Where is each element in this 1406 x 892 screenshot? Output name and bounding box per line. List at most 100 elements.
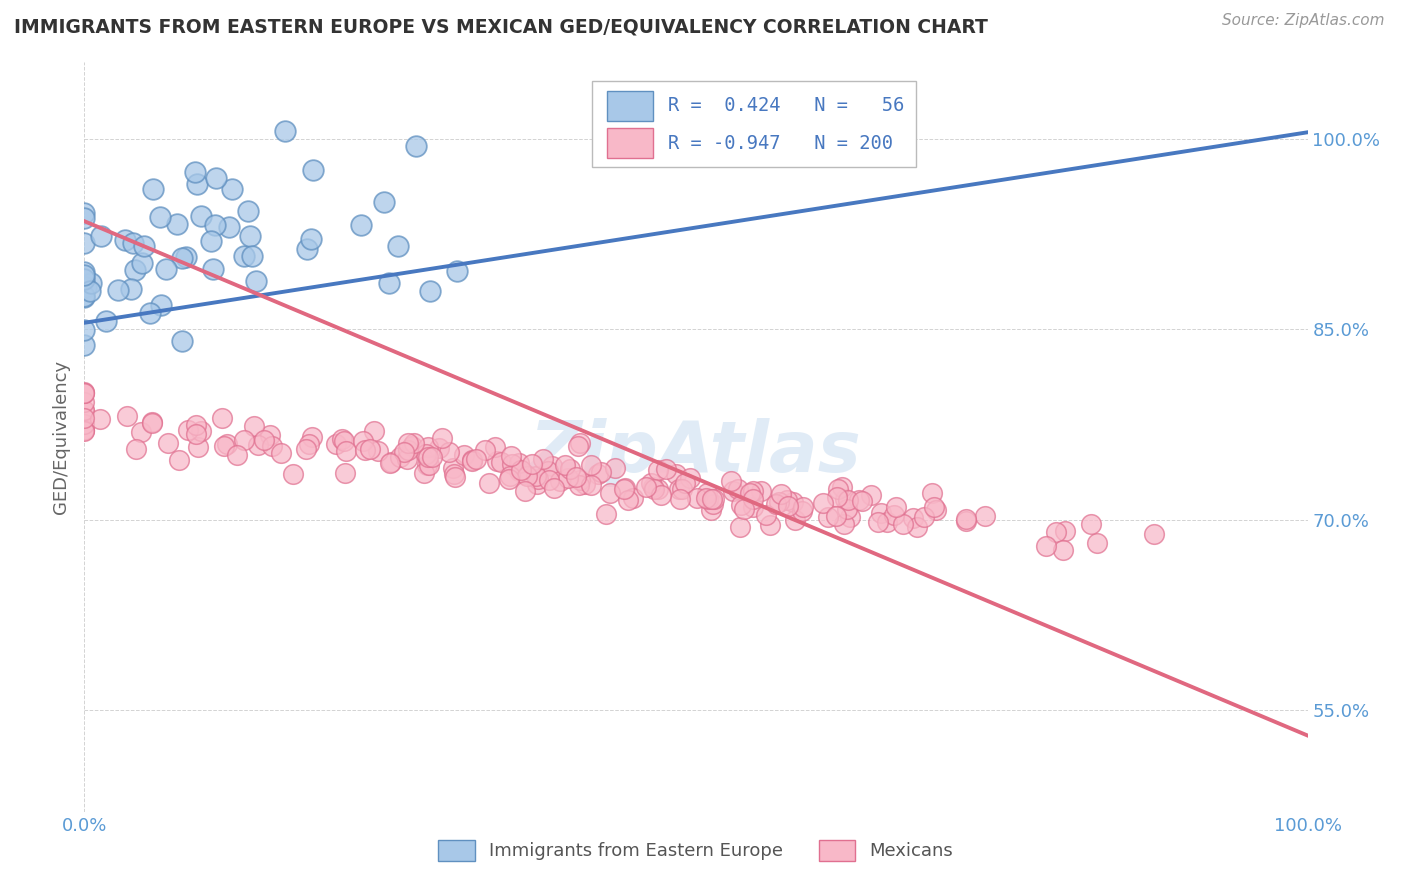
Point [834,491,856,506]
Point [419,284,441,298]
Point [253,433,276,447]
Point [325,437,347,451]
Point [239,229,262,244]
Point [298,436,321,450]
Point [363,424,385,438]
Point [186,177,208,191]
Point [759,517,782,532]
Point [526,477,548,491]
Point [696,491,718,506]
Point [1035,540,1057,554]
Point [155,262,177,277]
Point [643,481,665,495]
Point [333,434,356,448]
Legend: Immigrants from Eastern Europe, Mexicans: Immigrants from Eastern Europe, Mexicans [432,832,960,868]
Point [647,482,669,496]
Point [792,500,814,514]
Point [955,511,977,525]
Point [508,464,530,478]
Point [430,431,453,445]
Point [671,482,693,496]
Point [73,403,96,417]
Point [537,464,560,478]
Point [125,442,148,456]
Point [673,476,696,491]
Point [413,467,436,481]
Point [921,486,943,500]
Point [389,450,412,465]
Point [749,484,772,499]
Point [565,470,588,484]
Point [621,491,644,505]
Point [831,480,853,494]
Point [204,170,226,185]
Point [120,282,142,296]
Point [73,411,96,425]
Point [776,499,799,513]
Point [883,508,905,522]
Point [568,478,591,492]
Point [643,483,665,497]
Point [174,250,197,264]
Point [387,239,409,253]
Point [302,163,325,178]
Point [73,322,96,336]
Point [825,509,848,524]
Point [868,515,890,529]
Point [443,467,465,482]
Point [478,475,501,490]
Point [330,432,353,446]
Point [912,510,935,524]
Point [548,475,571,489]
Point [79,284,101,298]
Point [352,434,374,448]
Point [233,249,256,263]
Point [177,423,200,437]
Point [141,416,163,430]
Point [832,517,855,532]
Point [295,442,318,456]
Point [73,423,96,437]
Point [501,458,523,472]
Point [301,430,323,444]
Text: IMMIGRANTS FROM EASTERN EUROPE VS MEXICAN GED/EQUIVALENCY CORRELATION CHART: IMMIGRANTS FROM EASTERN EUROPE VS MEXICA… [14,18,988,37]
Point [80,276,103,290]
Point [226,448,249,462]
Point [510,463,533,477]
Point [543,481,565,495]
Point [141,415,163,429]
Point [702,497,724,511]
Point [499,469,522,483]
Point [742,492,765,507]
Point [73,385,96,400]
Point [124,263,146,277]
Point [139,306,162,320]
Point [73,235,96,250]
Point [817,510,839,524]
Point [508,456,530,470]
FancyBboxPatch shape [606,128,654,159]
Point [838,510,860,524]
Point [925,502,948,516]
Point [581,458,603,472]
Point [703,492,725,507]
FancyBboxPatch shape [606,91,654,121]
Point [769,487,792,501]
Point [378,456,401,470]
Point [678,470,700,484]
Point [531,452,554,467]
Point [727,482,749,496]
Point [730,498,752,512]
Point [172,334,194,348]
Point [825,491,848,505]
Point [730,519,752,533]
Point [94,314,117,328]
Point [204,218,226,232]
Point [283,467,305,481]
Point [232,433,254,447]
Point [686,491,709,506]
Point [776,492,799,507]
Point [465,452,488,467]
Point [557,471,579,485]
Point [554,458,576,473]
